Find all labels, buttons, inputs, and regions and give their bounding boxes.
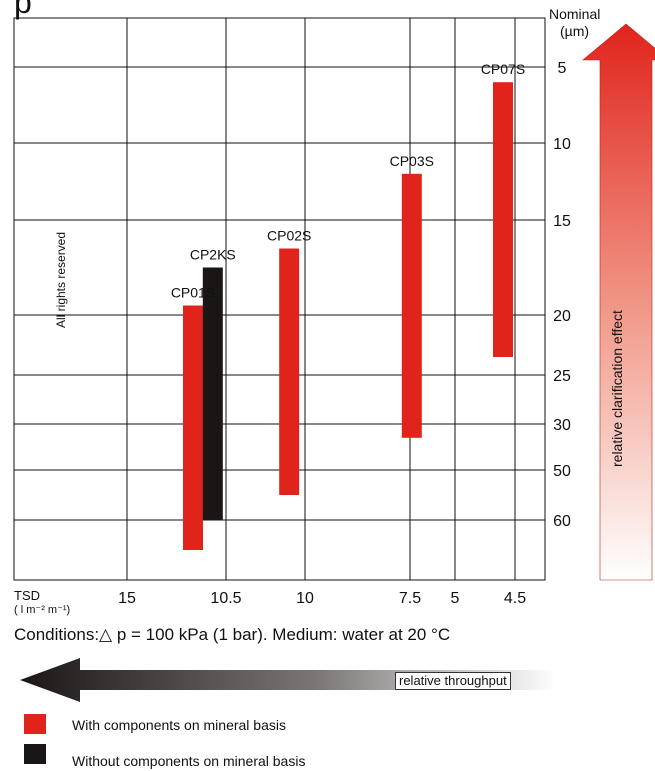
y-tick-label: 15: [553, 213, 571, 230]
x-tick-label: 7.5: [399, 590, 421, 607]
y-tick-labels: 5 10 15 20 25 30 50 60: [553, 60, 571, 530]
y-tick-label: 50: [553, 463, 571, 480]
range-bar-cp01s: [183, 305, 203, 550]
x-tick-label: 15: [118, 590, 136, 607]
x-axis-title-line2: ( l m⁻² m⁻¹): [14, 604, 71, 616]
y-tick-label: 60: [553, 513, 571, 530]
plot-frame: [13, 17, 546, 581]
range-bars: [183, 82, 513, 550]
bar-label-cp01s: CP01S: [171, 285, 215, 301]
x-tick-label: 4.5: [504, 590, 526, 607]
x-tick-labels: 15 10.5 10 7.5 5 4.5: [118, 590, 526, 607]
legend-swatch-red: [24, 714, 46, 734]
watermark: All rights reserved: [54, 231, 68, 328]
bar-labels: CP01S CP2KS CP02S CP03S CP07S: [171, 61, 525, 300]
legend-label-red: With components on mineral basis: [72, 717, 286, 733]
legend-label-black: Without components on mineral basis: [72, 753, 306, 769]
range-bar-cp03s: [401, 173, 422, 438]
range-bar-cp2ks: [202, 267, 223, 520]
y-axis-title-line1: Nominal: [549, 6, 601, 22]
bar-label-cp07s: CP07S: [481, 61, 525, 77]
throughput-label: relative throughput: [395, 672, 511, 690]
range-bar-cp07s: [493, 82, 513, 357]
y-tick-label: 5: [558, 60, 567, 77]
x-axis-title-line1: TSD: [14, 588, 40, 603]
y-axis-title-line2: (µm): [560, 23, 590, 39]
bar-label-cp03s: CP03S: [390, 153, 434, 169]
y-tick-label: 20: [553, 308, 571, 325]
bar-label-cp02s: CP02S: [267, 228, 311, 244]
bar-label-cp2ks: CP2KS: [190, 247, 236, 263]
clarification-label: relative clarification effect: [609, 310, 625, 467]
legend-swatch-black: [24, 744, 46, 764]
title-fragment: p: [14, 0, 32, 20]
conditions-text: Conditions:△ p = 100 kPa (1 bar). Medium…: [14, 625, 451, 644]
x-tick-label: 10: [296, 590, 314, 607]
x-tick-label: 10.5: [210, 590, 241, 607]
x-tick-label: 5: [451, 590, 460, 607]
y-tick-label: 10: [553, 136, 571, 153]
y-tick-label: 25: [553, 368, 571, 385]
clarification-arrow: [582, 23, 655, 581]
throughput-arrow: [20, 658, 556, 702]
range-bar-cp02s: [279, 248, 300, 495]
y-tick-label: 30: [553, 417, 571, 434]
